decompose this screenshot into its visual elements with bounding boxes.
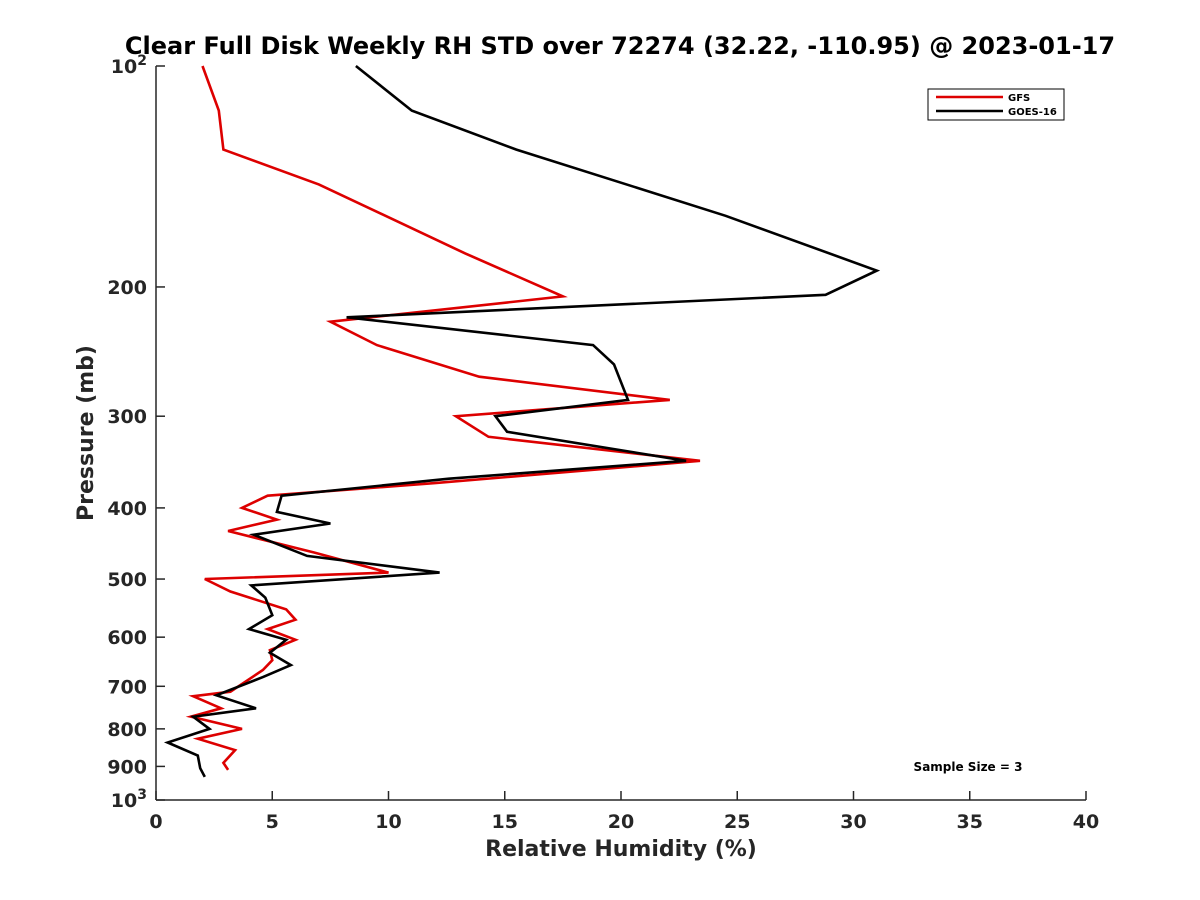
y-tick-label: 200 [107,277,147,299]
y-tick-label: 700 [107,676,147,698]
sample-size-annotation: Sample Size = 3 [914,760,1023,774]
y-tick-label: 102 [111,53,147,78]
x-tick-label: 40 [1073,811,1099,833]
x-tick-label: 35 [957,811,983,833]
series-line-goes16 [163,64,881,778]
y-tick-label: 400 [107,498,147,520]
x-tick-label: 0 [149,811,162,833]
x-tick-label: 20 [608,811,634,833]
x-tick-label: 10 [375,811,401,833]
legend-label-gfs: GFS [1008,93,1030,104]
x-ticks: 0 5 10 15 20 25 30 35 40 [149,791,1099,833]
y-tick-label: 600 [107,627,147,649]
x-axis-label: Relative Humidity (%) [485,837,757,862]
plot-lines [163,64,881,778]
x-tick-label: 5 [266,811,279,833]
legend-label-goes16: GOES-16 [1008,107,1057,118]
y-tick-label: 300 [107,406,147,428]
y-tick-label: 900 [107,756,147,778]
x-tick-label: 15 [492,811,518,833]
series-line-gfs [185,65,701,771]
y-axis-label: Pressure (mb) [74,345,99,521]
chart-title: Clear Full Disk Weekly RH STD over 72274… [125,32,1115,60]
legend-box [927,88,1065,121]
legend: GFS GOES-16 [927,88,1065,121]
x-tick-label: 30 [840,811,866,833]
y-tick-label: 103 [111,787,147,812]
y-ticks: 102 200 300 400 500 600 700 800 900 103 [107,53,165,812]
x-tick-label: 25 [724,811,750,833]
y-tick-label: 500 [107,569,147,591]
y-tick-label: 800 [107,719,147,741]
